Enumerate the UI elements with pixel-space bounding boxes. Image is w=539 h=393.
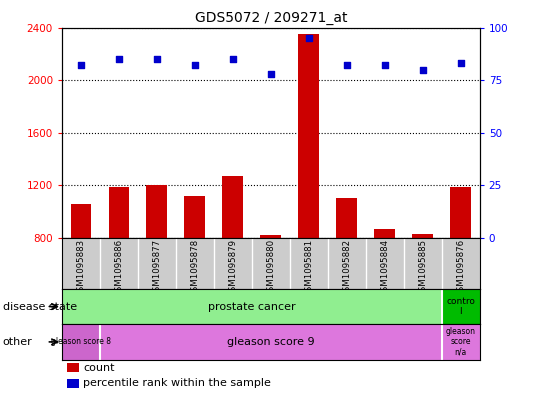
- Point: [418, 66, 427, 73]
- Bar: [260, 235, 281, 238]
- Bar: [62, 324, 100, 360]
- Point: [115, 56, 123, 62]
- Text: GSM1095880: GSM1095880: [266, 239, 275, 298]
- Bar: [442, 324, 480, 360]
- Bar: [147, 185, 168, 238]
- Text: GSM1095884: GSM1095884: [381, 239, 389, 298]
- Text: gleason score 9: gleason score 9: [227, 337, 315, 347]
- Text: percentile rank within the sample: percentile rank within the sample: [84, 378, 271, 388]
- Bar: [108, 187, 129, 238]
- Text: GSM1095877: GSM1095877: [153, 239, 161, 298]
- Text: other: other: [3, 337, 32, 347]
- Text: GSM1095886: GSM1095886: [114, 239, 123, 298]
- Bar: [299, 34, 319, 238]
- Bar: [412, 234, 433, 238]
- Point: [305, 35, 313, 41]
- Bar: [336, 198, 357, 238]
- Point: [191, 62, 199, 68]
- Bar: [223, 176, 243, 238]
- Text: GSM1095883: GSM1095883: [77, 239, 86, 298]
- Bar: [374, 229, 395, 238]
- Title: GDS5072 / 209271_at: GDS5072 / 209271_at: [195, 11, 347, 25]
- Text: prostate cancer: prostate cancer: [208, 301, 296, 312]
- Text: contro
l: contro l: [446, 297, 475, 316]
- Bar: [71, 204, 92, 238]
- Text: GSM1095878: GSM1095878: [190, 239, 199, 298]
- Text: count: count: [84, 363, 115, 373]
- Text: GSM1095879: GSM1095879: [229, 239, 237, 297]
- Point: [381, 62, 389, 68]
- Point: [342, 62, 351, 68]
- Bar: [67, 378, 79, 388]
- Bar: [442, 289, 480, 324]
- Bar: [67, 363, 79, 372]
- Point: [153, 56, 161, 62]
- Point: [266, 71, 275, 77]
- Text: GSM1095881: GSM1095881: [305, 239, 313, 298]
- Bar: [100, 324, 442, 360]
- Bar: [450, 187, 471, 238]
- Text: GSM1095876: GSM1095876: [456, 239, 465, 298]
- Text: GSM1095885: GSM1095885: [418, 239, 427, 298]
- Point: [457, 60, 465, 66]
- Point: [77, 62, 85, 68]
- Text: disease state: disease state: [3, 301, 77, 312]
- Bar: [184, 196, 205, 238]
- Point: [229, 56, 237, 62]
- Text: gleason score 8: gleason score 8: [51, 338, 111, 346]
- Text: gleason
score
n/a: gleason score n/a: [446, 327, 476, 357]
- Text: GSM1095882: GSM1095882: [342, 239, 351, 298]
